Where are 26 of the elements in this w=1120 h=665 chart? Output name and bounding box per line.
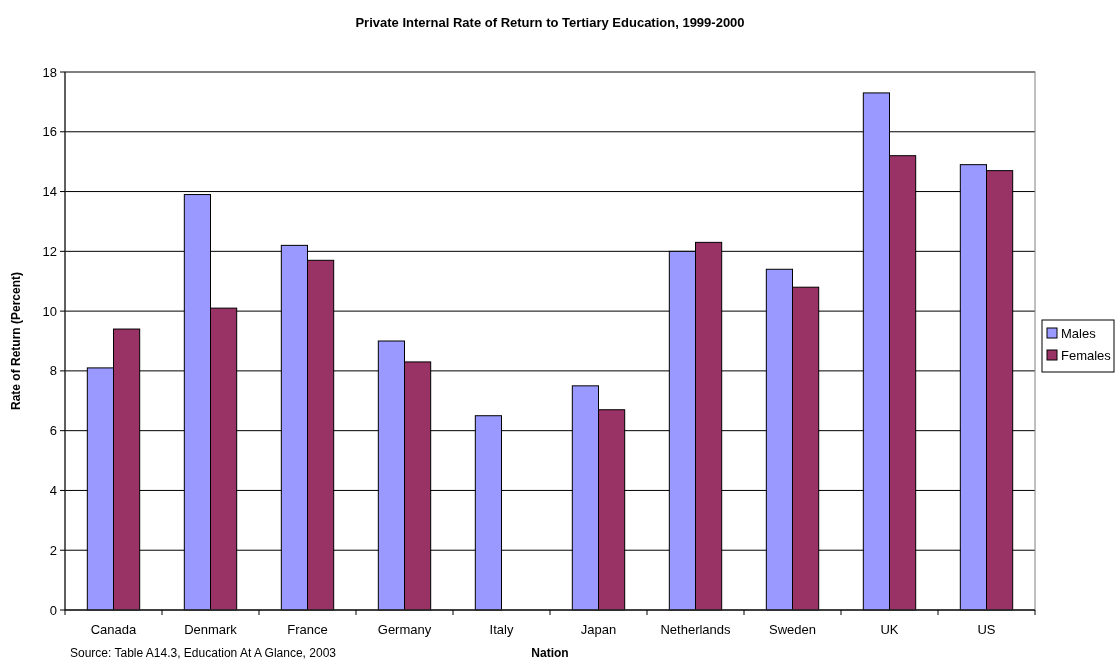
x-tick-label: US [977, 622, 996, 637]
legend-label: Females [1061, 347, 1112, 363]
x-tick-label: Japan [580, 622, 617, 637]
x-axis-title: Nation [531, 646, 569, 660]
x-tick-label: Italy [489, 622, 514, 637]
y-tick-label: 16 [42, 124, 57, 140]
x-tick-label: Canada [90, 622, 138, 637]
source-note: Source: Table A14.3, Education At A Glance, 2003 [70, 646, 337, 660]
y-tick-label: 2 [49, 542, 57, 558]
x-tick-label: Denmark [184, 622, 238, 637]
x-tick-label: UK [880, 622, 899, 637]
y-axis-title: Rate of Return (Percent) [9, 271, 23, 411]
y-tick-label: 6 [49, 423, 57, 439]
x-tick-label: France [287, 622, 328, 637]
y-tick-label: 8 [49, 363, 57, 379]
x-tick-label: Sweden [769, 622, 816, 637]
y-tick-label: 4 [49, 482, 57, 498]
y-tick-label: 12 [42, 243, 57, 259]
y-tick-label: 0 [49, 602, 57, 618]
x-tick-label: Germany [377, 622, 432, 637]
y-tick-label: 10 [42, 303, 57, 319]
y-tick-label: 14 [42, 184, 57, 200]
chart-title: Private Internal Rate of Return to Tertiary Education, 1999-2000 [355, 15, 745, 30]
x-tick-label: Netherlands [660, 622, 732, 637]
y-tick-label: 18 [42, 64, 57, 80]
legend-label: Males [1061, 325, 1097, 341]
